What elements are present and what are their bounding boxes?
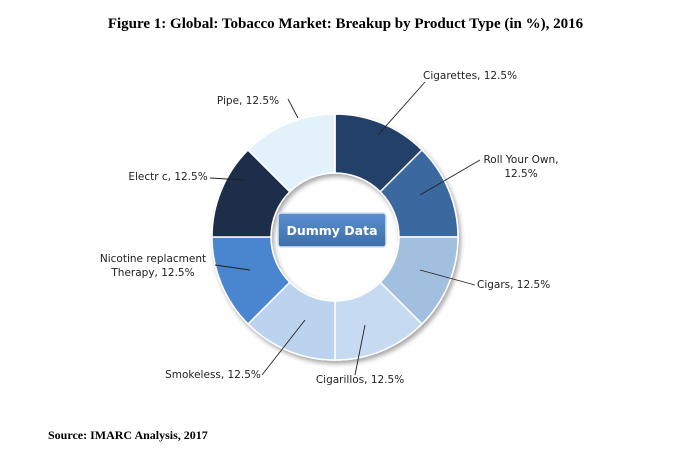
center-label: Dummy Data: [286, 223, 377, 238]
slice-label-cigarettes: Cigarettes, 12.5%: [423, 70, 517, 82]
leader-lines: [209, 81, 481, 376]
donut-slices: [211, 113, 459, 361]
slice-pipe: [246, 113, 336, 193]
leader-line-6: [209, 177, 246, 181]
center-badge: Dummy Data: [277, 212, 387, 248]
slice-label-roll-your-own: Roll Your Own, 12.5%: [483, 154, 558, 180]
leader-line-7: [287, 98, 299, 119]
slice-label-smokeless: Smokeless, 12.5%: [165, 369, 261, 381]
leader-line-1: [419, 159, 481, 196]
leader-line-5: [214, 264, 251, 271]
leader-line-2: [419, 269, 476, 286]
slice-label-cigars: Cigars, 12.5%: [477, 279, 550, 291]
leader-line-4: [261, 319, 306, 376]
chart-title: Figure 1: Global: Tobacco Market: Breaku…: [107, 16, 584, 32]
slice-labels: Cigarettes, 12.5% Roll Your Own, 12.5% Ciga…: [100, 70, 559, 386]
slice-label-cigarillos: Cigarillos, 12.5%: [316, 374, 404, 386]
slice-label-pipe: Pipe, 12.5%: [217, 95, 279, 107]
source-note: Source: IMARC Analysis, 2017: [48, 428, 208, 442]
slice-label-nicotine-replacment-therapy: Nicotine replacment Therapy, 12.5%: [100, 253, 206, 279]
leader-line-3: [354, 324, 366, 376]
leader-line-0: [377, 81, 426, 136]
slice-label-electric: Electr c, 12.5%: [128, 171, 207, 183]
